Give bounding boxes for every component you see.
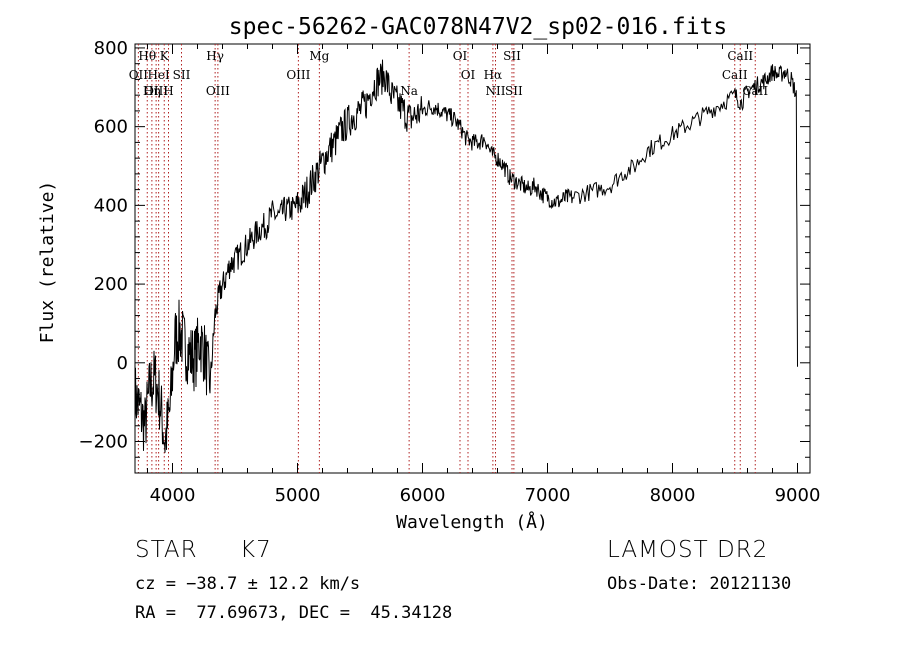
- spectral-line-label: OIII: [144, 84, 168, 98]
- spectral-line-label: SII: [503, 49, 521, 63]
- spectrum-line: [134, 59, 798, 453]
- spectral-line-label: Hγ: [206, 49, 224, 63]
- y-tick-label: 800: [94, 38, 128, 59]
- ra-dec: RA = 77.69673, DEC = 45.34128: [135, 603, 453, 623]
- spectral-line-label: Hθ: [138, 49, 156, 63]
- spectral-line-label: CaII: [727, 49, 753, 63]
- redshift-cz: cz = −38.7 ± 12.2 km/s: [135, 574, 361, 594]
- spectral-line-label: OIII: [206, 84, 230, 98]
- spectral-line-label: SII: [173, 68, 191, 82]
- y-tick-label: −200: [79, 432, 128, 453]
- spectral-line-label: HeI: [147, 68, 170, 82]
- y-tick-label: 0: [117, 353, 128, 374]
- x-tick-label: 6000: [400, 485, 446, 506]
- spectral-line-label: Hη: [143, 84, 161, 98]
- y-tick-label: 600: [94, 117, 128, 138]
- x-axis-label: Wavelength (Å): [396, 511, 548, 533]
- spectral-line-label: OI: [453, 49, 468, 63]
- spectral-line-label: Hα: [484, 68, 503, 82]
- y-axis-label: Flux (relative): [37, 181, 58, 344]
- object-subclass: K7: [240, 537, 272, 563]
- spectral-line-label: NII: [486, 84, 506, 98]
- spectral-line-label: H: [163, 84, 173, 98]
- x-tick-label: 7000: [525, 485, 571, 506]
- spectral-line-label: Mg: [309, 49, 329, 63]
- obs-date: Obs-Date: 20121130: [607, 574, 792, 594]
- spectral-line-label: CaII: [722, 68, 748, 82]
- spectral-line-label: OIII: [286, 68, 310, 82]
- spectral-line-label: OII: [129, 68, 149, 82]
- x-tick-label: 5000: [275, 485, 321, 506]
- y-tick-label: 400: [94, 195, 128, 216]
- spectral-line-label: Na: [400, 84, 418, 98]
- survey-name: LAMOST DR2: [607, 537, 769, 563]
- x-tick-label: 8000: [650, 485, 696, 506]
- x-tick-label: 9000: [775, 485, 821, 506]
- spectral-line-label: OI: [461, 68, 476, 82]
- object-class: STAR: [135, 537, 198, 563]
- y-tick-label: 200: [94, 274, 128, 295]
- spectral-line-label: K: [160, 49, 170, 63]
- chart-title: spec-56262-GAC078N47V2_sp02-016.fits: [229, 14, 728, 40]
- x-tick-label: 4000: [150, 485, 196, 506]
- spectral-line-label: SII: [505, 84, 523, 98]
